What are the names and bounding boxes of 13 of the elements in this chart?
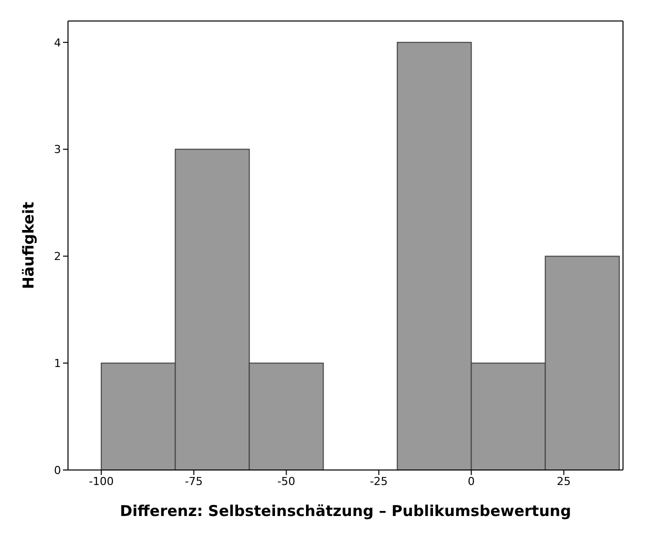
y-tick-label: 3 <box>54 143 61 156</box>
y-tick-label: 1 <box>54 357 61 370</box>
x-tick-label: -75 <box>184 474 203 488</box>
x-tick-label: 0 <box>468 474 475 488</box>
x-tick-label: 25 <box>556 474 571 488</box>
y-tick-label: 4 <box>54 36 61 50</box>
x-tick-label: -25 <box>370 474 388 488</box>
y-tick-label: 2 <box>54 250 61 264</box>
x-axis-title: Differenz: Selbsteinschätzung – Publikumsbewertung <box>120 502 572 520</box>
y-axis-title: Häufigkeit <box>19 202 38 290</box>
y-tick-label: 0 <box>54 464 61 477</box>
x-tick-label: -50 <box>277 474 296 488</box>
x-tick-label: -100 <box>88 474 114 488</box>
